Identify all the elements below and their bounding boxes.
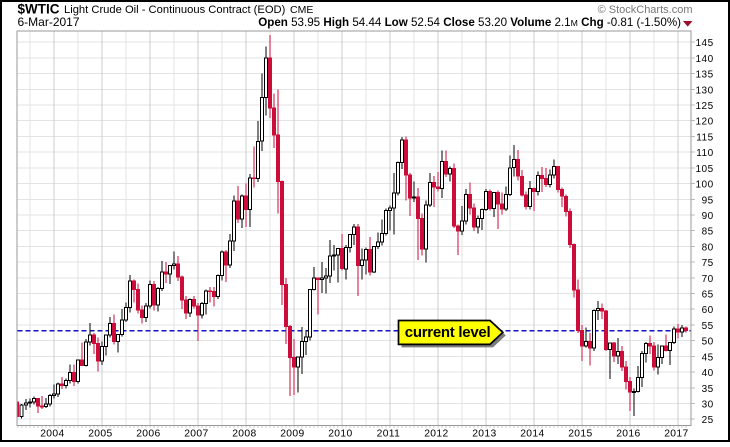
svg-text:45: 45 [702, 352, 714, 363]
svg-text:2013: 2013 [472, 429, 496, 440]
svg-text:30: 30 [702, 400, 714, 411]
svg-text:2007: 2007 [184, 429, 208, 440]
svg-text:50: 50 [702, 337, 714, 348]
svg-text:2016: 2016 [616, 429, 640, 440]
svg-text:80: 80 [702, 242, 714, 253]
svg-text:125: 125 [696, 101, 714, 112]
svg-text:60: 60 [702, 305, 714, 316]
svg-text:2006: 2006 [136, 429, 160, 440]
svg-text:115: 115 [696, 132, 713, 143]
svg-text:CME: CME [290, 4, 313, 16]
svg-text:2008: 2008 [232, 429, 256, 440]
svg-text:2014: 2014 [520, 429, 544, 440]
svg-text:140: 140 [696, 54, 714, 65]
svg-text:95: 95 [702, 195, 714, 206]
svg-text:105: 105 [696, 164, 714, 175]
svg-text:Open 53.95 High 54.44 Low 52.5: Open 53.95 High 54.44 Low 52.54 Close 53… [258, 16, 681, 29]
svg-text:$WTIC: $WTIC [18, 1, 60, 16]
svg-text:2011: 2011 [377, 429, 401, 440]
svg-text:65: 65 [702, 290, 714, 301]
svg-text:145: 145 [696, 38, 714, 49]
svg-text:40: 40 [702, 368, 714, 379]
svg-text:2012: 2012 [424, 429, 448, 440]
svg-text:2009: 2009 [280, 429, 304, 440]
svg-text:55: 55 [702, 321, 714, 332]
svg-text:current level: current level [405, 324, 491, 341]
svg-text:70: 70 [702, 274, 714, 285]
svg-text:2010: 2010 [328, 429, 352, 440]
svg-text:130: 130 [696, 85, 714, 96]
svg-text:2004: 2004 [40, 429, 64, 440]
svg-text:6-Mar-2017: 6-Mar-2017 [18, 15, 80, 29]
svg-text:90: 90 [702, 211, 714, 222]
svg-text:100: 100 [696, 180, 714, 191]
svg-text:2005: 2005 [88, 429, 112, 440]
svg-text:120: 120 [696, 117, 714, 128]
svg-text:35: 35 [702, 384, 714, 395]
svg-text:110: 110 [696, 148, 713, 159]
svg-text:25: 25 [702, 415, 714, 426]
svg-text:2017: 2017 [664, 429, 688, 440]
svg-text:85: 85 [702, 227, 714, 238]
svg-text:Light Crude Oil - Continuous C: Light Crude Oil - Continuous Contract (E… [64, 4, 286, 16]
svg-text:2015: 2015 [568, 429, 592, 440]
svg-text:135: 135 [696, 70, 714, 81]
svg-text:75: 75 [702, 258, 714, 269]
svg-text:© StockCharts.com: © StockCharts.com [598, 4, 693, 16]
